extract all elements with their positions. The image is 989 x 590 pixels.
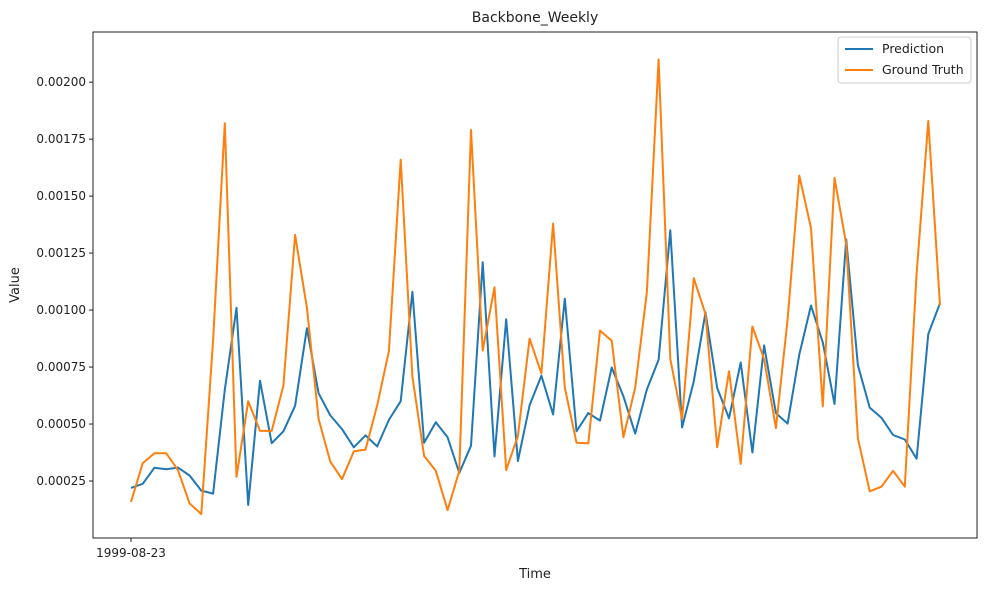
legend-label-ground-truth: Ground Truth bbox=[882, 62, 964, 77]
x-axis: 1999-08-23 bbox=[96, 538, 166, 560]
y-tick-label: 0.00125 bbox=[36, 246, 86, 260]
legend-label-prediction: Prediction bbox=[882, 41, 944, 56]
series-line-ground-truth bbox=[130, 58, 941, 516]
y-tick-label: 0.00200 bbox=[36, 75, 86, 89]
legend: Prediction Ground Truth bbox=[837, 36, 972, 84]
chart-title: Backbone_Weekly bbox=[472, 10, 598, 26]
y-tick-label: 0.00150 bbox=[36, 189, 86, 203]
y-tick-label: 0.00175 bbox=[36, 132, 86, 146]
x-axis-label: Time bbox=[518, 567, 551, 582]
x-tick-label: 1999-08-23 bbox=[96, 546, 166, 560]
plot-area bbox=[92, 31, 978, 539]
y-tick-label: 0.00100 bbox=[36, 303, 86, 317]
y-axis-label: Value bbox=[8, 267, 23, 303]
y-axis: 0.00025 0.00050 0.00075 0.00100 0.00125 0.001… bbox=[36, 75, 93, 488]
series-line-prediction bbox=[130, 229, 941, 506]
y-tick-label: 0.00050 bbox=[36, 417, 86, 431]
y-tick-label: 0.00075 bbox=[36, 360, 86, 374]
series-layer bbox=[130, 58, 941, 516]
y-tick-label: 0.00025 bbox=[36, 474, 86, 488]
